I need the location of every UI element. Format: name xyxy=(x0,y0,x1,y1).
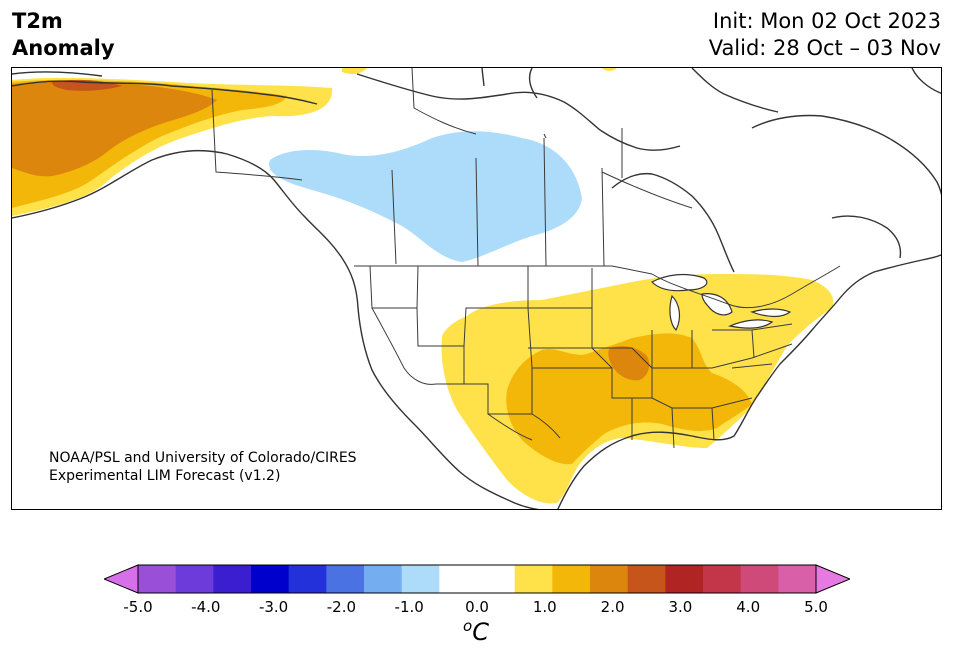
unit-letter: C xyxy=(472,618,489,646)
borders xyxy=(211,68,841,449)
colorbar-unit: oC xyxy=(463,617,489,646)
colorbar-segment xyxy=(288,565,327,593)
colorbar-segment xyxy=(740,565,779,593)
credit-line-2: Experimental LIM Forecast (v1.2) xyxy=(49,468,281,484)
alaska-warm-3 xyxy=(12,81,217,177)
colorbar-tick-label: -5.0 xyxy=(123,598,153,616)
colorbar-tick-label: -4.0 xyxy=(191,598,221,616)
colorbar-tick-label: -1.0 xyxy=(394,598,424,616)
anomaly-map xyxy=(11,67,942,510)
credit-line-1: NOAA/PSL and University of Colorado/CIRE… xyxy=(49,450,357,466)
map-canvas xyxy=(12,68,941,509)
colorbar-segment xyxy=(364,565,403,593)
init-date: Init: Mon 02 Oct 2023 xyxy=(712,9,941,33)
colorbar-tick-label: 4.0 xyxy=(736,598,761,616)
colorbar-tick-label: 1.0 xyxy=(532,598,557,616)
credit-text: NOAA/PSL and University of Colorado/CIRE… xyxy=(49,449,357,485)
unit-degree: o xyxy=(463,617,473,635)
colorbar xyxy=(104,564,850,594)
colorbar-tick-label: 3.0 xyxy=(668,598,693,616)
colorbar-segment xyxy=(213,565,252,593)
title-line-2: Anomaly xyxy=(12,36,115,60)
colorbar-segment xyxy=(477,565,516,593)
colorbar-segments xyxy=(138,565,817,593)
colorbar-segment xyxy=(251,565,290,593)
colorbar-segment xyxy=(665,565,704,593)
colorbar-segment xyxy=(627,565,666,593)
colorbar-tick-label: 5.0 xyxy=(804,598,828,616)
colorbar-tick-label: -3.0 xyxy=(258,598,289,616)
colorbar-segment xyxy=(552,565,591,593)
colorbar-tick-label: 0.0 xyxy=(465,598,489,616)
colorbar-segment xyxy=(439,565,478,593)
colorbar-outline xyxy=(137,564,817,594)
colorbar-segment xyxy=(514,565,553,593)
forecast-dates: Init: Mon 02 Oct 2023 Valid: 28 Oct – 03… xyxy=(709,8,941,62)
coastlines xyxy=(12,68,941,509)
colorbar-segment xyxy=(778,565,817,593)
colorbar-tick-label: -2.0 xyxy=(326,598,357,616)
valid-date: Valid: 28 Oct – 03 Nov xyxy=(708,36,941,60)
canada-cold-1 xyxy=(269,131,582,262)
colorbar-segment xyxy=(138,565,177,593)
colorbar-tick-labels: -5.0 -4.0 -3.0 -2.0 -1.0 0.0 1.0 2.0 3.0 4.0 5.0 xyxy=(0,598,953,618)
colorbar-segment xyxy=(175,565,214,593)
colorbar-segment xyxy=(326,565,365,593)
colorbar-segment xyxy=(401,565,440,593)
title-line-1: T2m xyxy=(12,9,63,33)
great-lakes xyxy=(651,273,792,332)
arctic-warm-patch xyxy=(342,68,617,75)
colorbar-over-arrow xyxy=(815,564,850,594)
us-warm-2 xyxy=(506,333,752,465)
colorbar-segment xyxy=(703,565,742,593)
colorbar-tick-label: 2.0 xyxy=(600,598,625,616)
colorbar-segment xyxy=(590,565,629,593)
colorbar-under-arrow xyxy=(104,564,139,594)
map-title: T2m Anomaly xyxy=(12,8,115,62)
